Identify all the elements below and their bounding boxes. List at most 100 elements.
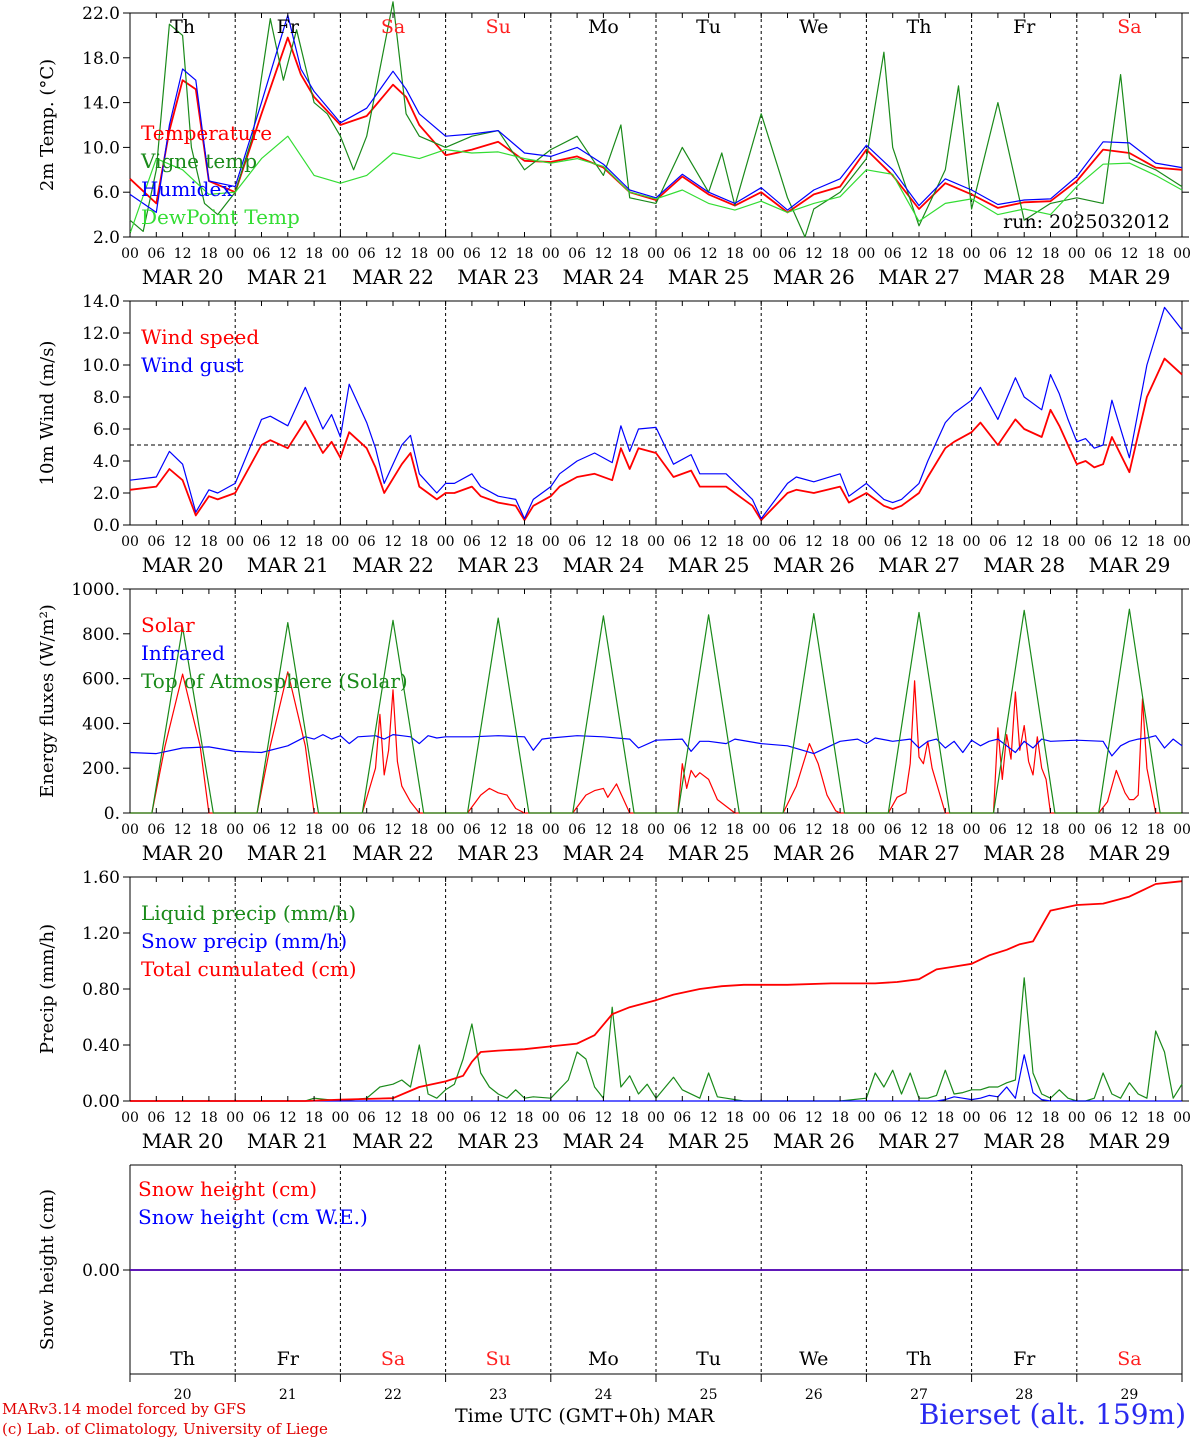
panel-wind-hour-label: 18 <box>1042 534 1060 550</box>
panel-energy-hour-label: 00 <box>752 822 770 838</box>
panel-snow-weekday-label: Fr <box>277 1348 300 1370</box>
panel-energy-hour-label: 06 <box>673 822 691 838</box>
panel-precip-hour-label: 06 <box>253 1110 271 1126</box>
panel-temperature-hour-label: 18 <box>305 246 323 262</box>
panel-wind-hour-label: 18 <box>1147 534 1165 550</box>
panel-temperature-hour-label: 18 <box>516 246 534 262</box>
panel-snow-legend-entry: Snow height (cm W.E.) <box>138 1205 368 1229</box>
panel-wind-y-tick-label: 14.0 <box>82 292 120 312</box>
panel-precip-hour-label: 06 <box>884 1110 902 1126</box>
panel-wind-y-tick-label: 4.0 <box>93 452 120 472</box>
panel-temperature-hour-label: 12 <box>384 246 402 262</box>
panel-temperature-weekday-label: Fr <box>1013 16 1036 38</box>
panel-energy-y-tick-label: 400. <box>82 714 120 734</box>
panel-wind-hour-label: 00 <box>1173 534 1191 550</box>
panel-snow-weekday-label: Th <box>170 1348 195 1370</box>
panel-precip-hour-label: 00 <box>647 1110 665 1126</box>
panel-precip-hour-label: 12 <box>805 1110 823 1126</box>
panel-precip-hour-label: 18 <box>1042 1110 1060 1126</box>
panel-temperature-series-line-2 <box>129 14 1183 213</box>
panel-wind-hour-label: 00 <box>647 534 665 550</box>
panel-snow-day-number: 25 <box>700 1387 718 1403</box>
panel-precip-hour-label: 12 <box>174 1110 192 1126</box>
panel-snow-y-tick-label: 0.00 <box>82 1261 120 1281</box>
panel-snow-legend-entry: Snow height (cm) <box>138 1177 317 1201</box>
panel-energy-hour-label: 00 <box>437 822 455 838</box>
panel-snow-weekday-label: We <box>799 1348 828 1370</box>
panel-energy-hour-label: 12 <box>279 822 297 838</box>
panel-precip-hour-label: 06 <box>358 1110 376 1126</box>
panel-wind-date-label: MAR 29 <box>1089 553 1171 577</box>
panel-precip-hour-label: 00 <box>437 1110 455 1126</box>
panel-wind-hour-label: 06 <box>253 534 271 550</box>
panel-temperature-y-axis-label: 2m Temp. (°C) <box>37 59 58 191</box>
panel-precip-hour-label: 12 <box>1120 1110 1138 1126</box>
panel-temperature-hour-label: 00 <box>226 246 244 262</box>
panel-snow-day-number: 28 <box>1015 1387 1033 1403</box>
panel-precip-legend-entry: Total cumulated (cm) <box>141 957 357 981</box>
panel-temperature-date-label: MAR 29 <box>1089 265 1171 289</box>
panel-wind-hour-label: 18 <box>831 534 849 550</box>
panel-precip-series-line-2 <box>130 880 1183 1102</box>
panel-wind-hour-label: 18 <box>936 534 954 550</box>
panel-energy-hour-label: 18 <box>831 822 849 838</box>
panel-precip-hour-label: 00 <box>752 1110 770 1126</box>
panel-energy-hour-label: 12 <box>1120 822 1138 838</box>
panel-energy-y-tick-label: 200. <box>82 759 120 779</box>
panel-wind-date-label: MAR 26 <box>773 553 855 577</box>
panel-wind-hour-label: 06 <box>358 534 376 550</box>
panel-energy-hour-label: 12 <box>594 822 612 838</box>
panel-energy-y-tick-label: 0. <box>104 804 120 824</box>
panel-energy-date-label: MAR 23 <box>457 841 539 865</box>
panel-precip-hour-label: 12 <box>594 1110 612 1126</box>
panel-energy-y-axis-label: Energy fluxes (W/m²) <box>37 604 58 798</box>
panel-snow-weekday-label: Th <box>907 1348 932 1370</box>
panel-wind-date-label: MAR 24 <box>563 553 645 577</box>
panel-temperature-hour-label: 06 <box>884 246 902 262</box>
panel-wind-hour-label: 12 <box>910 534 928 550</box>
panel-energy-hour-label: 06 <box>884 822 902 838</box>
panel-temperature-hour-label: 06 <box>779 246 797 262</box>
panel-precip-y-tick-label: 1.60 <box>82 868 120 888</box>
panel-temperature-date-label: MAR 24 <box>563 265 645 289</box>
panel-precip-hour-label: 00 <box>1173 1110 1191 1126</box>
panel-temperature-hour-label: 06 <box>989 246 1007 262</box>
panel-snow-day-number: 20 <box>174 1387 192 1403</box>
panel-temperature-hour-label: 00 <box>857 246 875 262</box>
panel-energy-y-tick-label: 600. <box>82 670 120 690</box>
panel-temperature-hour-label: 06 <box>673 246 691 262</box>
panel-temperature-y-tick-label: 10.0 <box>82 138 120 158</box>
panel-wind-hour-label: 00 <box>542 534 560 550</box>
panel-temperature-hour-label: 18 <box>726 246 744 262</box>
panel-wind-hour-label: 06 <box>989 534 1007 550</box>
panel-energy-hour-label: 12 <box>489 822 507 838</box>
panel-temperature-weekday-label: Tu <box>696 16 721 38</box>
panel-precip-hour-label: 12 <box>910 1110 928 1126</box>
panel-precip-date-label: MAR 26 <box>773 1129 855 1153</box>
panel-temperature-hour-label: 00 <box>963 246 981 262</box>
panel-energy-hour-label: 00 <box>542 822 560 838</box>
panel-snow-weekday-label: Su <box>486 1348 511 1370</box>
panel-wind-hour-label: 12 <box>279 534 297 550</box>
panel-temperature-hour-label: 12 <box>910 246 928 262</box>
panel-temperature-date-label: MAR 23 <box>457 265 539 289</box>
panel-precip-date-label: MAR 29 <box>1089 1129 1171 1153</box>
panel-wind-hour-label: 18 <box>410 534 428 550</box>
panel-energy-hour-label: 12 <box>384 822 402 838</box>
panel-temperature-hour-label: 06 <box>568 246 586 262</box>
panel-precip-y-tick-label: 0.80 <box>82 980 120 1000</box>
panel-precip-date-label: MAR 23 <box>457 1129 539 1153</box>
panel-snow-y-axis-label: Snow height (cm) <box>37 1189 58 1350</box>
panel-temperature-hour-label: 18 <box>410 246 428 262</box>
panel-wind-hour-label: 06 <box>779 534 797 550</box>
panel-snow-weekday-label: Fr <box>1013 1348 1036 1370</box>
panel-precip-hour-label: 06 <box>989 1110 1007 1126</box>
panel-energy-series-line-0 <box>130 671 1182 814</box>
panel-precip-y-tick-label: 1.20 <box>82 924 120 944</box>
panel-temperature-hour-label: 00 <box>331 246 349 262</box>
panel-temperature-y-tick-label: 22.0 <box>82 4 120 24</box>
panel-energy-hour-label: 00 <box>226 822 244 838</box>
panel-temperature-weekday-label: Su <box>486 16 511 38</box>
panel-snow-day-number: 23 <box>489 1387 507 1403</box>
